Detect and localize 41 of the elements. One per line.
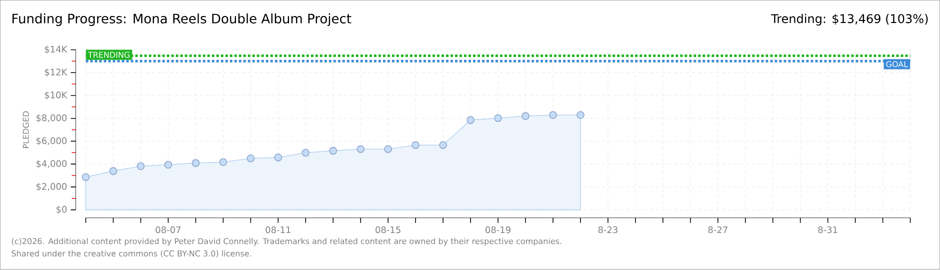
- x-tick-label: 8-31: [818, 226, 838, 234]
- point: [274, 154, 282, 162]
- ref-line-label: TRENDING: [88, 52, 130, 58]
- point: [576, 111, 584, 120]
- y-tick-label: $4,000: [36, 160, 67, 168]
- point: [439, 141, 447, 150]
- x-tick-label: 08-15: [376, 226, 400, 234]
- y-tick-label: $14K: [44, 46, 68, 54]
- point: [302, 149, 310, 157]
- point: [164, 161, 172, 169]
- x-tick-label: 8-23: [598, 226, 618, 234]
- x-tick-label: 08-19: [486, 226, 510, 234]
- point: [549, 111, 557, 120]
- point: [384, 145, 392, 154]
- x-tick-label: 08-07: [156, 226, 181, 234]
- y-tick-label: $8,000: [36, 114, 67, 123]
- point: [219, 158, 228, 166]
- point: [494, 114, 502, 122]
- ref-line-label: GOAL: [886, 61, 908, 68]
- y-tick-label: $10K: [44, 92, 68, 100]
- y-tick-label: $0: [56, 206, 67, 214]
- point: [412, 141, 420, 150]
- x-tick-label: 8-27: [708, 226, 728, 234]
- chart-title: Funding Progress: Mona Reels Double Album Project: [12, 14, 352, 26]
- y-axis-title: PLEDGED: [22, 111, 29, 148]
- x-tick-label: 08-11: [266, 226, 290, 234]
- point: [522, 112, 530, 120]
- text: (c)2026. Additional content provided by Peter David Connelly. Trademarks and related content are owned by their respective companies.: [12, 238, 562, 246]
- y-tick-label: $6,000: [36, 137, 67, 146]
- y-tick-label: $12K: [44, 68, 68, 77]
- chart-subtitle: Trending: $13,469 (103%): [770, 14, 928, 26]
- point: [109, 167, 118, 176]
- text: Shared under the creative commons (CC BY-NC 3.0) license.: [12, 250, 252, 258]
- point: [356, 145, 365, 154]
- point: [82, 173, 90, 182]
- point: [246, 154, 255, 162]
- point: [136, 162, 145, 170]
- point: [329, 147, 338, 155]
- y-tick-label: $2,000: [36, 183, 67, 192]
- point: [466, 116, 474, 124]
- point: [192, 159, 200, 168]
